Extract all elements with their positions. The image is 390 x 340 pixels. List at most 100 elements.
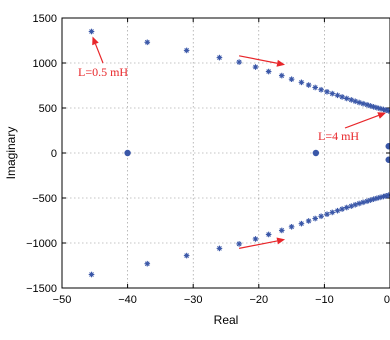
star-stroke (386, 193, 390, 198)
star-stroke (144, 39, 150, 45)
locus-point (298, 220, 305, 227)
annotation-label-low-inductance: L=0.5 mH (78, 65, 128, 79)
locus-point (329, 90, 336, 97)
locus-point (339, 206, 345, 212)
x-tick-label: −30 (184, 294, 203, 306)
star-stroke (253, 236, 258, 242)
star-stroke (279, 228, 285, 233)
locus-point (216, 245, 223, 252)
locus-point (318, 86, 324, 93)
locus-point (305, 82, 312, 88)
locus-point (183, 252, 190, 259)
locus-point (144, 260, 151, 267)
star-stroke (299, 79, 304, 85)
arrow-head (92, 36, 99, 46)
data-markers (88, 28, 390, 278)
locus-point (318, 213, 324, 220)
y-tick-label: 1000 (33, 58, 57, 70)
locus-point (252, 64, 259, 70)
locus-point (183, 47, 190, 54)
arrow-shaft (239, 55, 278, 64)
star-stroke (266, 232, 272, 237)
y-tick-label: 1500 (33, 13, 57, 25)
arrow-head (377, 112, 387, 119)
annotations: L=0.5 mH L=4 mH (78, 65, 359, 143)
star-stroke (318, 213, 324, 219)
locus-point (360, 100, 366, 107)
locus-point (88, 28, 95, 35)
locus-point (278, 227, 285, 234)
star-stroke (184, 48, 190, 53)
arrow-shaft (239, 240, 278, 249)
x-tick-label: −20 (249, 294, 268, 306)
locus-point (288, 76, 295, 82)
star-stroke (339, 94, 345, 100)
star-stroke (335, 208, 340, 214)
locus-point (144, 39, 151, 46)
star-stroke (144, 261, 150, 267)
pole-point (124, 149, 131, 157)
locus-point (334, 92, 341, 99)
locus-point (305, 218, 312, 224)
star-stroke (217, 55, 222, 60)
locus-point (312, 84, 319, 91)
y-tick-label: 0 (51, 148, 57, 160)
pole-point (312, 149, 320, 157)
star-stroke (306, 82, 312, 88)
locus-point (356, 200, 362, 207)
star-stroke (279, 73, 285, 78)
locus-point (265, 68, 272, 75)
star-stroke (367, 103, 373, 109)
star-stroke (339, 206, 345, 212)
y-axis-label: Imaginary (4, 127, 18, 180)
annotation-label-high-inductance: L=4 mH (318, 129, 359, 143)
star-stroke (289, 76, 294, 82)
star-stroke (312, 85, 318, 90)
arrow-head (276, 237, 286, 245)
locus-point (343, 204, 350, 211)
y-tick-label: −1500 (26, 283, 57, 295)
locus-point (385, 192, 390, 198)
locus-point (356, 99, 362, 106)
star-stroke (360, 101, 366, 107)
star-stroke (318, 87, 324, 93)
star-stroke (374, 105, 380, 111)
x-tick-label: −40 (118, 294, 137, 306)
grid (61, 17, 390, 289)
arrow-shaft (344, 114, 379, 129)
star-stroke (386, 108, 390, 114)
star-stroke (371, 104, 376, 110)
star-stroke (299, 221, 304, 227)
locus-point (252, 236, 259, 242)
locus-point (343, 95, 350, 102)
locus-point (324, 211, 330, 217)
star-stroke (329, 210, 335, 215)
locus-point (288, 224, 295, 230)
locus-point (385, 108, 390, 114)
locus-point (236, 59, 242, 65)
star-stroke (335, 92, 340, 98)
locus-point (88, 271, 95, 278)
star-stroke (89, 272, 94, 277)
locus-point (324, 89, 330, 95)
y-tick-labels: 1500 1000 500 0 −500 −1000 −1500 (26, 13, 57, 295)
locus-point (360, 199, 366, 206)
star-stroke (324, 211, 330, 217)
star-stroke (344, 96, 350, 101)
y-tick-label: −500 (32, 193, 57, 205)
star-stroke (364, 102, 370, 108)
star-stroke (306, 218, 312, 224)
locus-point (298, 79, 305, 86)
locus-point (334, 207, 341, 214)
locus-point (329, 209, 336, 216)
star-stroke (356, 100, 362, 105)
arrow-shaft (94, 43, 104, 64)
star-stroke (236, 241, 242, 247)
y-tick-label: 500 (39, 103, 57, 115)
arrow-high-inductance (344, 112, 387, 129)
direction-arrow (239, 237, 286, 249)
locus-point (278, 72, 285, 79)
x-tick-labels: −50 −40 −30 −20 −10 0 (53, 294, 390, 306)
star-stroke (352, 98, 358, 104)
